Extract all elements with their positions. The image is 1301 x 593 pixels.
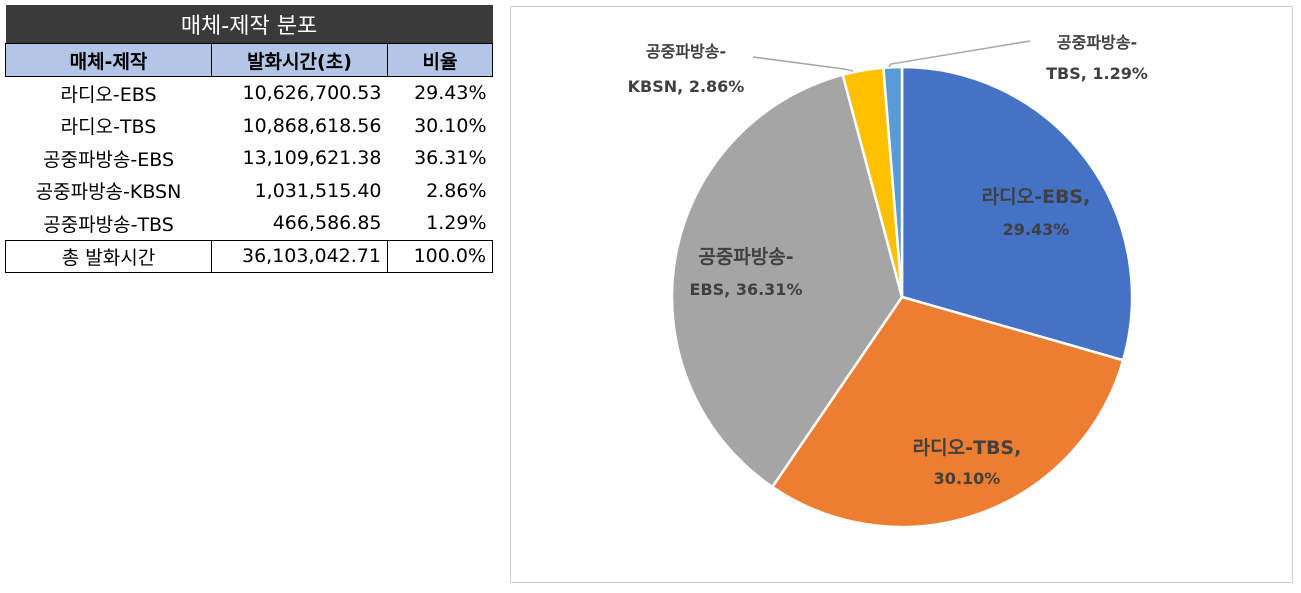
cell-ratio: 29.43% — [414, 82, 487, 105]
cell-time: 10,868,618.56 — [242, 114, 382, 137]
leader-line-broadcast-kbsn — [752, 56, 854, 72]
data-label-radio-tbs-top: 라디오-TBS, — [913, 437, 1022, 459]
cell-ratio: 30.10% — [414, 114, 487, 137]
table-row: 공중파방송-EBS 13,109,621.38 36.31% — [6, 142, 493, 175]
cell-name: 공중파방송-KBSN — [35, 181, 182, 204]
data-label-broadcast-tbs-top: 공중파방송- — [1057, 33, 1137, 52]
data-label-broadcast-tbs-bottom: TBS, 1.29% — [1046, 64, 1148, 83]
data-label-radio-ebs-top: 라디오-EBS, — [982, 186, 1091, 208]
pie-slice-radio-tbs — [770, 295, 1125, 529]
header-ratio: 비율 — [386, 43, 494, 77]
cell-name: 라디오-TBS — [60, 116, 157, 139]
pie-slice-broadcast-ebs — [670, 73, 904, 489]
cell-ratio: 2.86% — [426, 179, 487, 202]
cell-time: 1,031,515.40 — [254, 179, 382, 202]
data-label-broadcast-kbsn-top: 공중파방송- — [646, 42, 726, 61]
table-total-row: 총 발화시간 36,103,042.71 100.0% — [5, 239, 494, 273]
table-row: 라디오-TBS 10,868,618.56 30.10% — [6, 110, 493, 143]
cell-name: 라디오-EBS — [60, 83, 157, 106]
pie-chart: 라디오-EBS, 29.43% 라디오-TBS, 30.10% 공중파방송- EBS, 3… — [628, 33, 1148, 529]
cell-name: 공중파방송-EBS — [42, 148, 175, 171]
data-label-broadcast-kbsn-bottom: KBSN, 2.86% — [628, 77, 745, 96]
header-media: 매체-제작 — [5, 43, 212, 77]
distribution-table: 매체-제작 분포 매체-제작 발화시간(초) 비율 라디오-EBS 10,626… — [5, 5, 494, 273]
pie-slice-broadcast-tbs — [882, 65, 904, 298]
cell-ratio: 1.29% — [426, 212, 487, 235]
header-time: 발화시간(초) — [211, 43, 388, 77]
pie-slice-radio-ebs — [900, 65, 1134, 362]
cell-time: 10,626,700.53 — [242, 82, 382, 105]
table-row: 라디오-EBS 10,626,700.53 29.43% — [6, 77, 493, 110]
total-time: 36,103,042.71 — [211, 239, 388, 273]
table-title-row: 매체-제작 분포 — [5, 5, 493, 44]
total-name: 총 발화시간 — [5, 239, 212, 273]
cell-time: 13,109,621.38 — [242, 147, 382, 170]
cell-time: 466,586.85 — [272, 212, 382, 235]
table-row: 공중파방송-KBSN 1,031,515.40 2.86% — [6, 175, 493, 208]
data-label-radio-tbs-bottom: 30.10% — [934, 469, 1001, 488]
leader-line-broadcast-tbs — [888, 40, 1031, 68]
cell-name: 공중파방송-TBS — [43, 213, 174, 236]
total-ratio: 100.0% — [386, 239, 494, 273]
data-label-radio-ebs-bottom: 29.43% — [1003, 220, 1070, 239]
table-row: 공중파방송-TBS 466,586.85 1.29% — [6, 207, 493, 240]
pie-chart-area: 라디오-EBS, 29.43% 라디오-TBS, 30.10% 공중파방송- EBS, 3… — [510, 6, 1293, 583]
table-header-row: 매체-제작 발화시간(초) 비율 — [5, 43, 494, 77]
cell-ratio: 36.31% — [414, 147, 487, 170]
table-title: 매체-제작 분포 — [5, 5, 493, 44]
data-label-broadcast-ebs-top: 공중파방송- — [698, 246, 793, 268]
data-label-broadcast-ebs-bottom: EBS, 36.31% — [690, 280, 803, 299]
